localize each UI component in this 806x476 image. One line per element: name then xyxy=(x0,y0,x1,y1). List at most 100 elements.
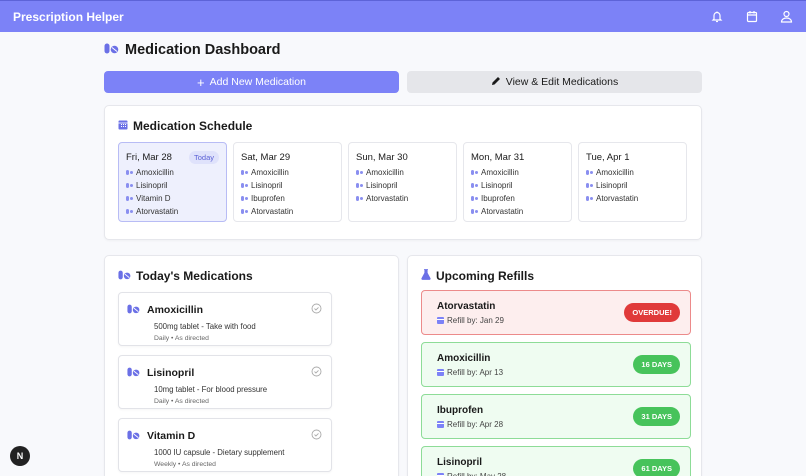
schedule-day[interactable]: Mon, Mar 31 Amoxicillin Lisinopril Ibupr… xyxy=(463,142,572,222)
todays-medications-card: Today's Medications Amoxicillin 500mg ta… xyxy=(104,255,399,476)
day-label: Sun, Mar 30 xyxy=(356,151,408,163)
pills-icon xyxy=(104,41,119,59)
schedule-title: Medication Schedule xyxy=(133,119,253,133)
pill-icon xyxy=(471,169,478,175)
refill-item[interactable]: Ibuprofen Refill by: Apr 28 31 DAYS xyxy=(421,394,691,439)
pill-icon xyxy=(586,182,593,188)
mark-taken-check-icon[interactable] xyxy=(311,301,322,314)
pill-icon xyxy=(586,169,593,175)
medication-schedule-card: Medication Schedule Fri, Mar 28 Today Amo… xyxy=(104,105,702,240)
schedule-med: Lisinopril xyxy=(241,181,334,190)
pill-icon xyxy=(356,169,363,175)
medication-dose: 10mg tablet - For blood pressure xyxy=(154,385,268,394)
calendar-icon[interactable] xyxy=(745,10,758,24)
pill-icon xyxy=(126,195,133,201)
schedule-med: Ibuprofen xyxy=(241,194,334,203)
schedule-med: Amoxicillin xyxy=(241,168,334,177)
todays-medications-header: Today's Medications xyxy=(118,269,385,283)
medication-name: Vitamin D xyxy=(147,430,196,442)
pill-icon xyxy=(471,182,478,188)
day-label: Fri, Mar 28 xyxy=(126,151,172,163)
pill-icon xyxy=(126,182,133,188)
refill-item[interactable]: Amoxicillin Refill by: Apr 13 16 DAYS xyxy=(421,342,691,387)
schedule-med: Atorvastatin xyxy=(356,194,449,203)
pencil-icon xyxy=(491,76,501,89)
day-label: Mon, Mar 31 xyxy=(471,151,525,163)
calendar-icon xyxy=(437,368,444,376)
mark-taken-check-icon[interactable] xyxy=(311,364,322,377)
nav-icons xyxy=(710,10,793,24)
schedule-med: Atorvastatin xyxy=(126,207,219,216)
pills-icon xyxy=(127,427,140,445)
pill-icon xyxy=(241,182,248,188)
medication-card[interactable]: Vitamin D 1000 IU capsule - Dietary supp… xyxy=(118,418,332,472)
add-medication-label: Add New Medication xyxy=(209,76,306,88)
bell-icon[interactable] xyxy=(710,10,723,24)
schedule-day[interactable]: Sat, Mar 29 Amoxicillin Lisinopril Ibupr… xyxy=(233,142,342,222)
medication-dose: 500mg tablet - Take with food xyxy=(154,322,256,331)
pills-icon xyxy=(127,364,140,382)
schedule-day[interactable]: Tue, Apr 1 Amoxicillin Lisinopril Atorva… xyxy=(578,142,687,222)
refill-status-badge: OVERDUE! xyxy=(624,303,680,322)
page-title: Medication Dashboard xyxy=(125,42,281,58)
refill-date: Refill by: Jan 29 xyxy=(447,315,504,325)
pill-icon xyxy=(241,208,248,214)
medication-name: Amoxicillin xyxy=(147,304,204,316)
todays-medications-title: Today's Medications xyxy=(136,269,253,283)
medication-card[interactable]: Lisinopril 10mg tablet - For blood press… xyxy=(118,355,332,409)
schedule-day[interactable]: Fri, Mar 28 Today Amoxicillin Lisinopril … xyxy=(118,142,227,222)
refill-name: Atorvastatin xyxy=(437,300,496,312)
refill-item[interactable]: Lisinopril Refill by: May 28 61 DAYS xyxy=(421,446,691,476)
day-label: Sat, Mar 29 xyxy=(241,151,291,163)
pill-icon xyxy=(241,169,248,175)
schedule-med: Amoxicillin xyxy=(126,168,219,177)
schedule-med: Amoxicillin xyxy=(356,168,449,177)
refill-date: Refill by: May 28 xyxy=(447,471,507,476)
bottom-panels: Today's Medications Amoxicillin 500mg ta… xyxy=(104,255,702,476)
pill-icon xyxy=(471,195,478,201)
medication-name: Lisinopril xyxy=(147,367,195,379)
schedule-med: Vitamin D xyxy=(126,194,219,203)
schedule-med: Lisinopril xyxy=(356,181,449,190)
user-icon[interactable] xyxy=(780,10,793,24)
calendar-icon xyxy=(437,420,444,428)
schedule-med: Atorvastatin xyxy=(586,194,679,203)
flask-icon xyxy=(421,269,431,283)
dev-tools-badge[interactable]: N xyxy=(10,446,30,466)
today-badge: Today xyxy=(188,150,219,164)
refill-name: Amoxicillin xyxy=(437,352,491,364)
page-header: Medication Dashboard xyxy=(104,41,702,59)
schedule-med: Lisinopril xyxy=(471,181,564,190)
schedule-header: Medication Schedule xyxy=(118,119,688,133)
calendar-icon xyxy=(118,119,128,133)
refill-date: Refill by: Apr 28 xyxy=(447,419,504,429)
pill-icon xyxy=(356,195,363,201)
add-medication-button[interactable]: + Add New Medication xyxy=(104,71,399,93)
medication-frequency: Daily • As directed xyxy=(154,335,209,342)
pills-icon xyxy=(118,269,131,283)
upcoming-refills-card: Upcoming Refills Atorvastatin Refill by:… xyxy=(407,255,702,476)
schedule-med: Lisinopril xyxy=(126,181,219,190)
upcoming-refills-header: Upcoming Refills xyxy=(421,269,688,283)
pills-icon xyxy=(127,301,140,319)
upcoming-refills-title: Upcoming Refills xyxy=(436,269,535,283)
plus-icon: + xyxy=(197,74,205,90)
refill-name: Lisinopril xyxy=(437,456,482,468)
refill-item[interactable]: Atorvastatin Refill by: Jan 29 OVERDUE! xyxy=(421,290,691,335)
view-edit-label: View & Edit Medications xyxy=(505,76,619,88)
main-content: Medication Dashboard + Add New Medicatio… xyxy=(104,32,702,476)
action-bar: + Add New Medication View & Edit Medicat… xyxy=(104,71,702,93)
refill-status-badge: 61 DAYS xyxy=(633,459,680,476)
schedule-med: Amoxicillin xyxy=(471,168,564,177)
pill-icon xyxy=(471,208,478,214)
calendar-icon xyxy=(437,316,444,324)
mark-taken-check-icon[interactable] xyxy=(311,427,322,440)
medication-card[interactable]: Amoxicillin 500mg tablet - Take with foo… xyxy=(118,292,332,346)
refill-date: Refill by: Apr 13 xyxy=(447,367,504,377)
schedule-med: Lisinopril xyxy=(586,181,679,190)
schedule-days: Fri, Mar 28 Today Amoxicillin Lisinopril … xyxy=(118,142,688,222)
medication-frequency: Daily • As directed xyxy=(154,398,209,405)
schedule-day[interactable]: Sun, Mar 30 Amoxicillin Lisinopril Atorv… xyxy=(348,142,457,222)
day-label: Tue, Apr 1 xyxy=(586,151,630,163)
view-edit-medications-button[interactable]: View & Edit Medications xyxy=(407,71,702,93)
